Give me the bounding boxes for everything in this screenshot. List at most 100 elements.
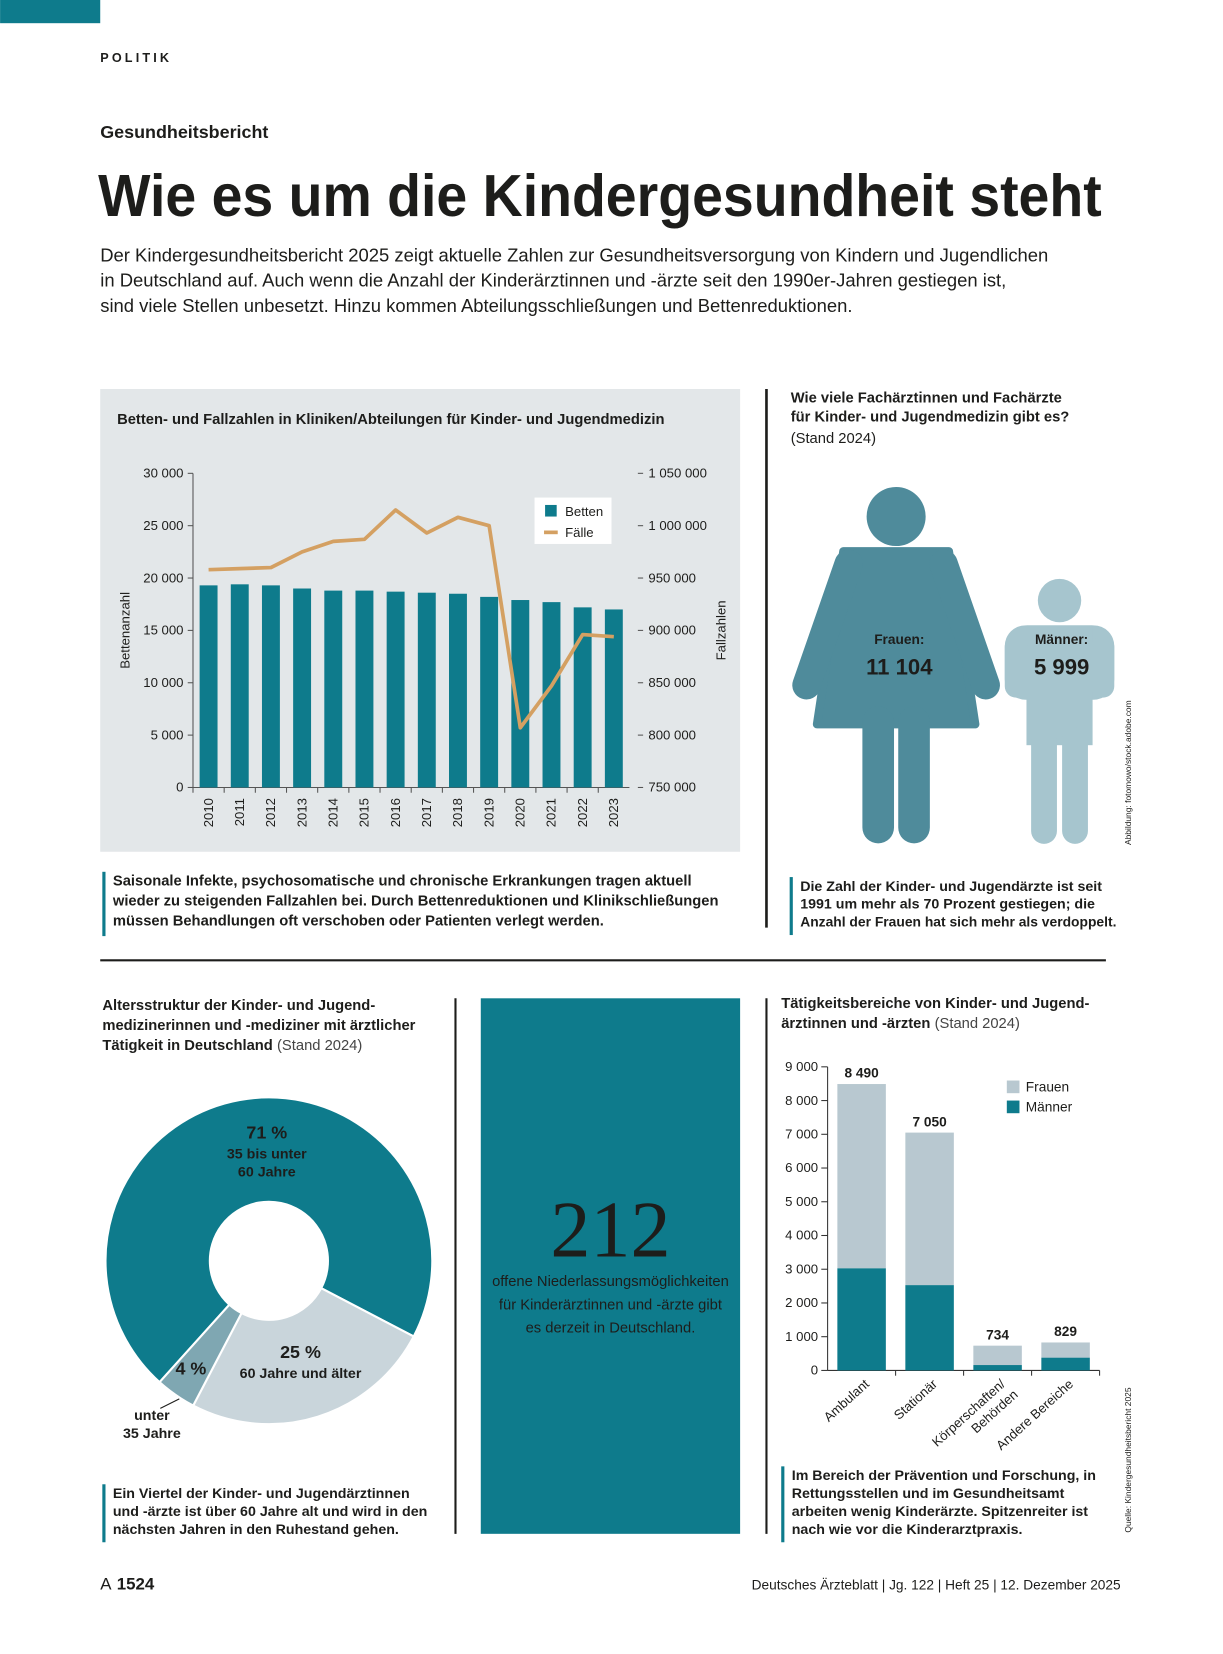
- page-prefix: A: [100, 1575, 112, 1594]
- stat-text: für Kinderärztinnen und -ärzte gibt: [499, 1297, 722, 1313]
- x-tick-label: 2011: [232, 798, 247, 826]
- bar: [604, 609, 623, 788]
- bar-segment: [837, 1084, 886, 1269]
- figure: [792, 487, 1000, 844]
- stat-text: offene Niederlassungsmöglichkeiten: [492, 1274, 729, 1290]
- chart-title-line: Altersstruktur der Kinder- und Jugend-: [102, 998, 375, 1014]
- y2-axis-label: Fallzahlen: [713, 600, 728, 660]
- y2-tick-label: 900 000: [648, 623, 696, 638]
- x-tick-label: 2014: [325, 798, 340, 827]
- legend-label: Männer: [1026, 1100, 1073, 1115]
- image-credit: Abbildung: fotomowo/stock.adobe.com: [1123, 700, 1133, 845]
- x-tick-label: 2019: [481, 798, 496, 827]
- bar: [511, 600, 530, 788]
- bar: [355, 590, 374, 788]
- chart-title: Wie viele Fachärztinnen und Fachärzte: [791, 391, 1062, 407]
- bar: [386, 591, 405, 788]
- figure-torso: [1026, 625, 1093, 746]
- chart-title: Altersstruktur der Kinder- und Jugend-: [102, 998, 375, 1014]
- figure-arms: [1004, 635, 1115, 698]
- chart-title-line: medizinerinnen und -mediziner mit ärztli…: [102, 1018, 415, 1034]
- bar: [261, 585, 280, 788]
- intro-line: sind viele Stellen unbesetzt. Hinzu komm…: [100, 295, 852, 316]
- bar-total: 8 490: [844, 1066, 879, 1081]
- intro-line: in Deutschland auf. Auch wenn die Anzahl…: [100, 270, 1006, 291]
- chart-title-line: Tätigkeit in Deutschland: [102, 1038, 272, 1054]
- caption-line: nach wie vor die Kinderarztpraxis.: [792, 1522, 1023, 1538]
- segment-label: 35 Jahre: [123, 1426, 181, 1442]
- stat-box: [480, 998, 741, 1534]
- y-tick-label: 9 000: [785, 1059, 818, 1074]
- x-tick-label: Stationär: [891, 1376, 941, 1423]
- leader-line: [160, 1398, 180, 1409]
- y-tick-label: 3 000: [785, 1261, 818, 1276]
- source-credit: Quelle: Kindergesundheitsbericht 2025: [1123, 1387, 1133, 1532]
- y-tick-label: 2 000: [785, 1295, 818, 1310]
- x-tick-label: 2013: [294, 798, 309, 827]
- bar: [449, 593, 467, 788]
- bar: [293, 588, 312, 788]
- chart-title: medizinerinnen und -mediziner mit ärztli…: [102, 1018, 415, 1034]
- figure-arms: [792, 549, 1000, 700]
- x-tick-label: 2018: [450, 798, 465, 827]
- section-label: POLITIK: [100, 51, 172, 65]
- y2-tick-label: 800 000: [648, 727, 696, 742]
- bar-segment: [905, 1132, 954, 1286]
- y-tick-label: 6 000: [785, 1160, 818, 1175]
- chart-title: Betten- und Fallzahlen in Kliniken/Abtei…: [117, 412, 664, 428]
- bar: [573, 607, 592, 788]
- headline: Wie es um die Kindergesundheit steht: [98, 163, 1102, 229]
- y2-tick-label: 750 000: [648, 780, 696, 795]
- chart-title-line: Tätigkeitsbereiche von Kinder- und Jugen…: [781, 996, 1089, 1012]
- bar: [417, 592, 436, 788]
- donut-segment: [191, 1286, 416, 1426]
- chart-subtitle: (Stand 2024): [791, 431, 876, 447]
- legend-swatch: [1006, 1080, 1020, 1094]
- y-tick-label: 7 000: [785, 1127, 818, 1142]
- legend-swatch: [1006, 1100, 1020, 1114]
- caption-line: Die Zahl der Kinder- und Jugendärzte ist…: [800, 879, 1102, 895]
- bar-total: 734: [986, 1327, 1009, 1342]
- bar-segment: [905, 1285, 954, 1371]
- figure-value: 11 104: [866, 655, 933, 680]
- x-tick-label: 2015: [357, 798, 372, 827]
- y-tick-label: 1 000: [785, 1329, 818, 1344]
- y-tick-label: 10 000: [143, 675, 183, 690]
- caption-line: und -ärzte ist über 60 Jahre alt und wir…: [113, 1504, 427, 1520]
- chart-title: für Kinder- und Jugendmedizin gibt es?: [791, 410, 1070, 426]
- chart-subtitle: (Stand 2024): [935, 1016, 1020, 1032]
- figure-legs: [1031, 727, 1088, 844]
- x-tick-label: 2016: [388, 798, 403, 827]
- y-tick-label: 20 000: [143, 570, 183, 585]
- caption-line: Rettungsstellen und im Gesundheitsamt: [792, 1486, 1065, 1502]
- y2-tick-label: 1 000 000: [648, 518, 707, 533]
- intro-line: Der Kindergesundheitsbericht 2025 zeigt …: [100, 244, 1048, 265]
- y-tick-label: 5 000: [151, 727, 184, 742]
- segment-label: 60 Jahre und älter: [240, 1366, 362, 1382]
- bar: [480, 596, 499, 788]
- legend-label: Fälle: [565, 525, 594, 540]
- y-tick-label: 0: [176, 780, 183, 795]
- bar: [230, 584, 249, 788]
- bar-total: 7 050: [912, 1114, 947, 1129]
- y2-tick-label: 950 000: [648, 570, 696, 585]
- figure-legs: [862, 706, 930, 844]
- y-tick-label: 30 000: [143, 466, 183, 481]
- caption-line: Ein Viertel der Kinder- und Jugendärztin…: [113, 1486, 410, 1502]
- bar-segment: [1041, 1357, 1090, 1371]
- page-num: 1524: [117, 1575, 155, 1594]
- y-tick-label: 4 000: [785, 1228, 818, 1243]
- x-tick-label: 2022: [575, 798, 590, 827]
- page-number: A 1524: [100, 1575, 155, 1594]
- chart-subtitle: (Stand 2024): [277, 1038, 362, 1054]
- y-tick-label: 8 000: [785, 1093, 818, 1108]
- kicker: Gesundheitsbericht: [100, 122, 268, 142]
- bar: [199, 585, 218, 788]
- y-tick-label: 25 000: [143, 518, 183, 533]
- figure: [1004, 578, 1115, 844]
- figure-label: Männer:: [1035, 632, 1088, 647]
- x-tick-label: 2020: [513, 798, 528, 827]
- x-tick-label: 2010: [201, 798, 216, 827]
